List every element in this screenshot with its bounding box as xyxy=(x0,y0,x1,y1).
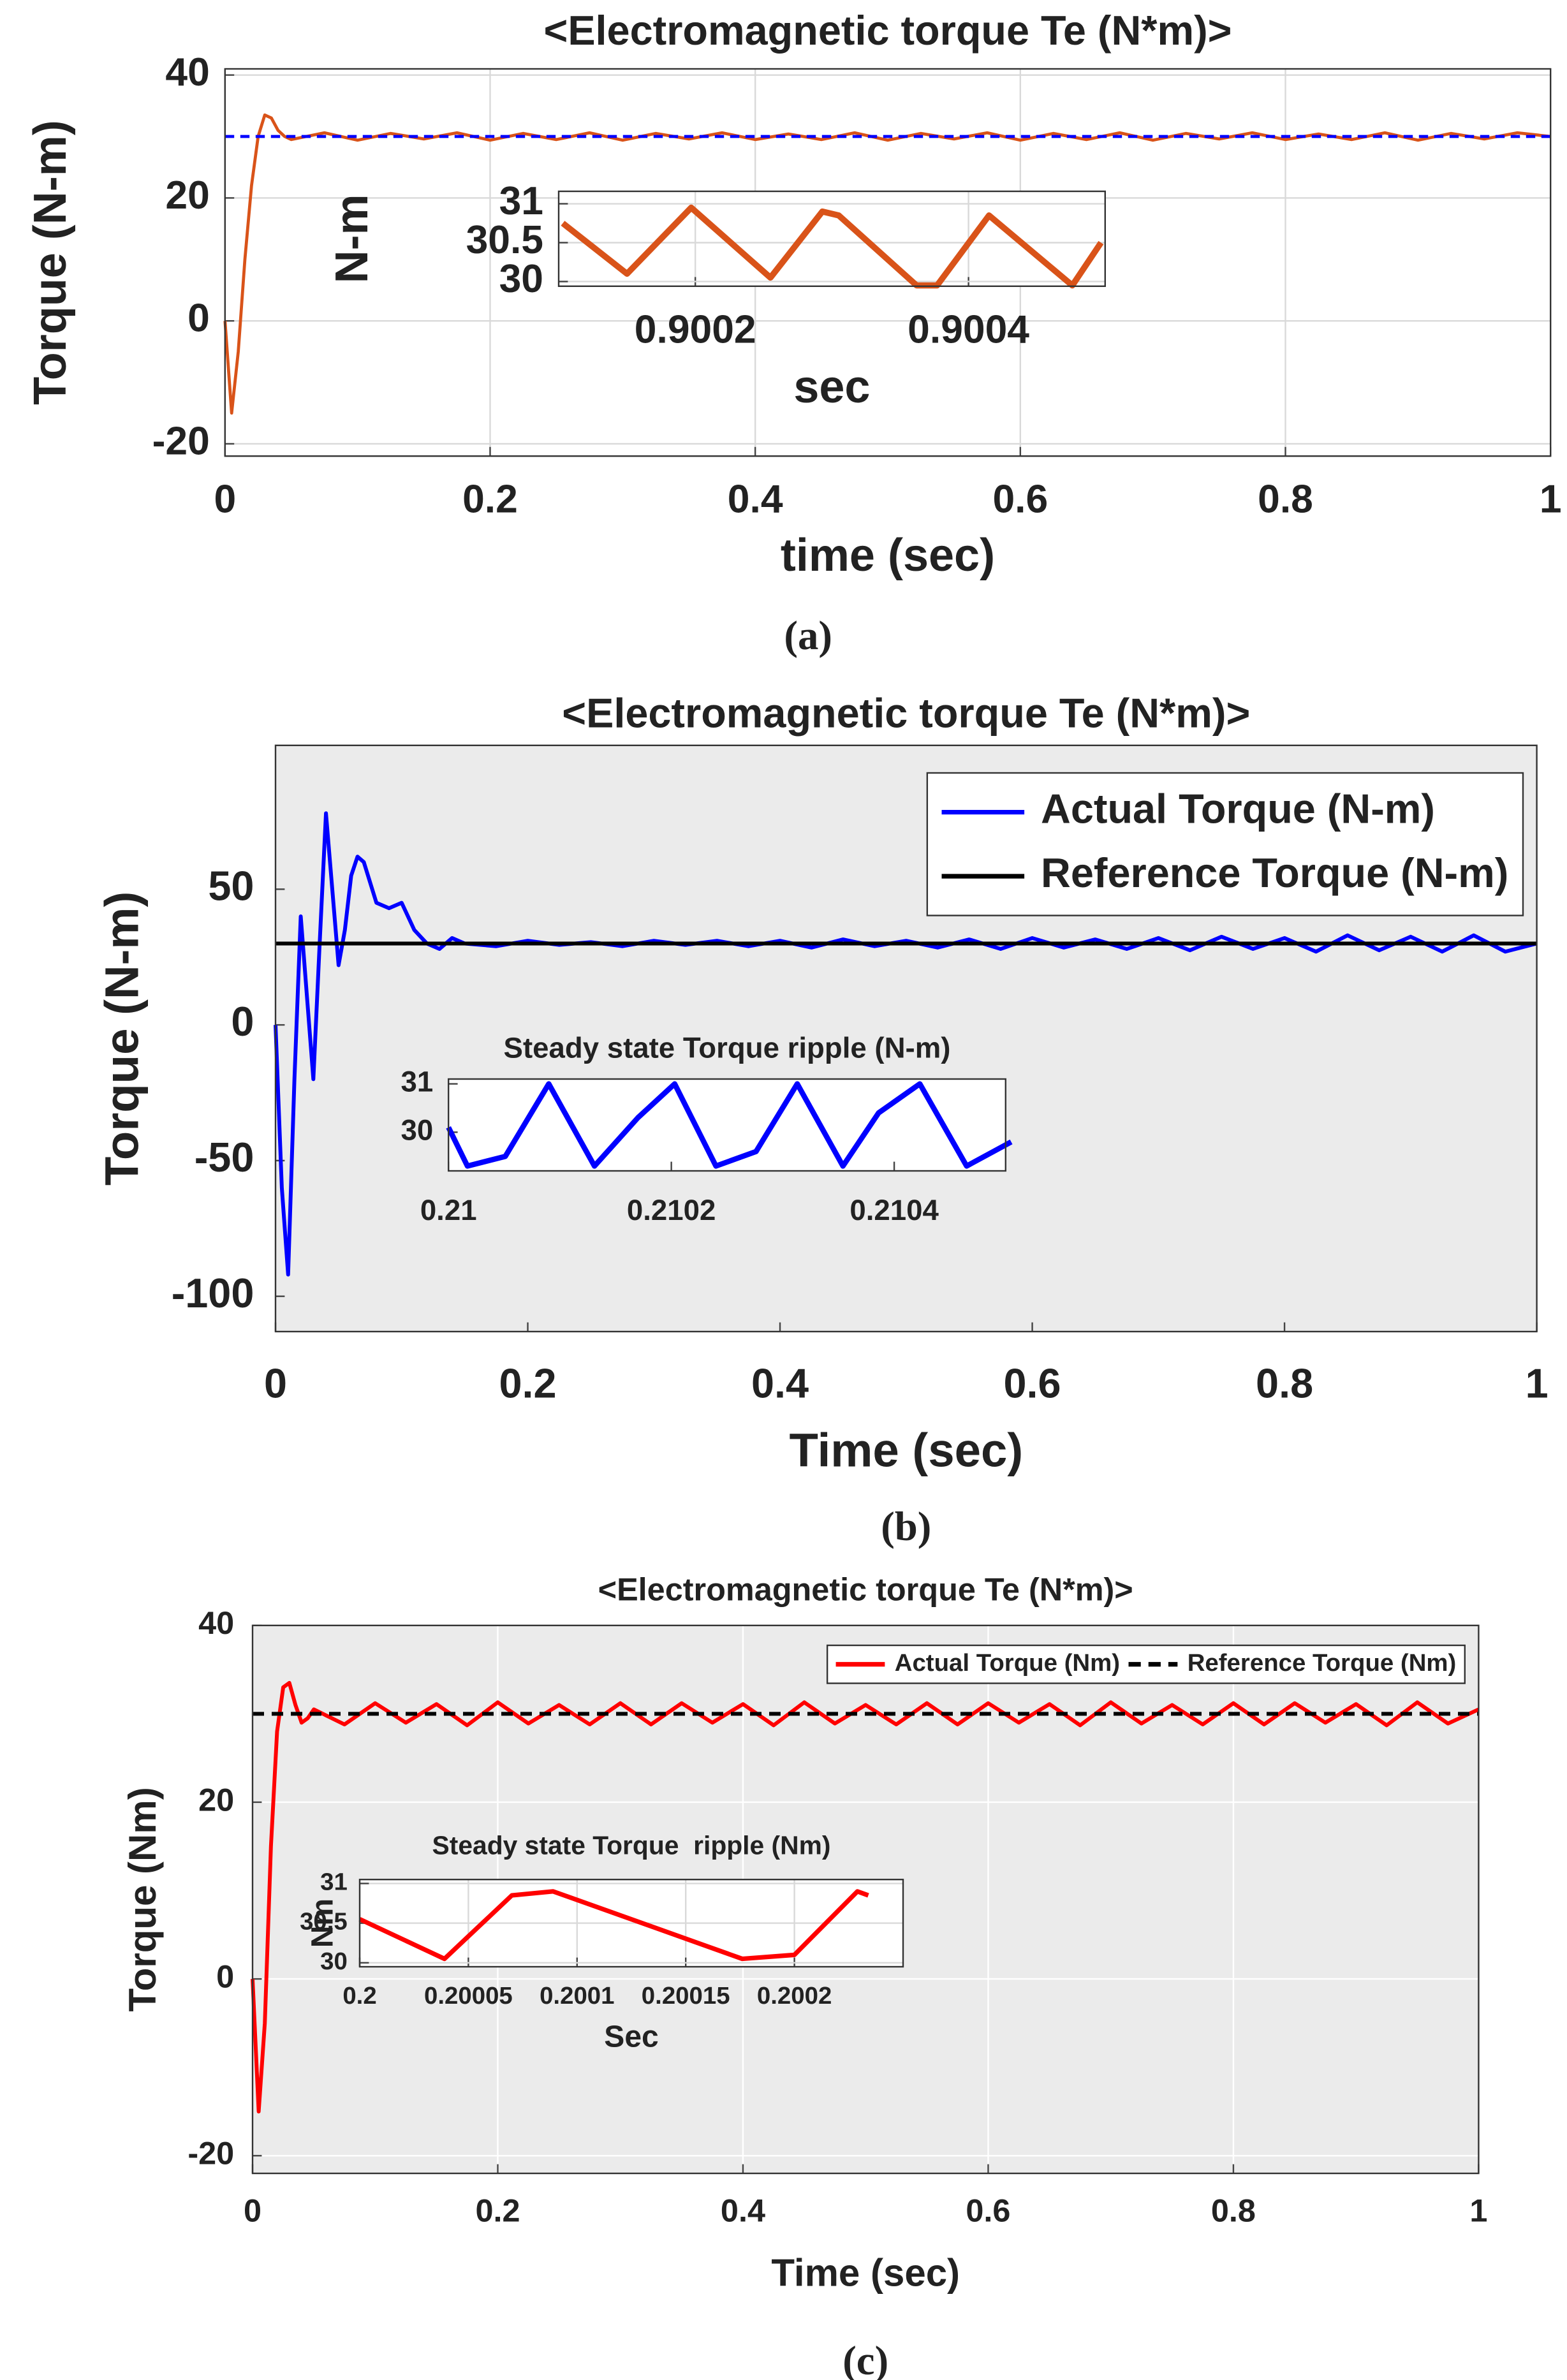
legend-label: Reference Torque (N-m) xyxy=(1041,849,1508,896)
x-tick-label: 0.4 xyxy=(728,478,783,522)
legend-label: Reference Torque (Nm) xyxy=(1188,1649,1457,1677)
x-axis-label: time (sec) xyxy=(781,530,995,581)
x-tick-label: 0.4 xyxy=(721,2193,765,2229)
y-tick-label: 30.5 xyxy=(466,218,543,262)
legend-box xyxy=(826,1644,1466,1684)
x-tick-label: 1 xyxy=(1526,1360,1549,1407)
x-tick-label: 0.8 xyxy=(1256,1360,1313,1407)
legend: Actual Torque (Nm) Reference Torque (Nm) xyxy=(826,1644,1466,1684)
data-line xyxy=(561,204,1104,289)
y-tick-label: 30 xyxy=(499,257,543,301)
x-tick-label: 0.2 xyxy=(475,2193,520,2229)
y-tick-label: -50 xyxy=(195,1134,254,1180)
axes-box xyxy=(358,1879,904,1968)
x-axis-label: Sec xyxy=(604,2020,658,2053)
y-axis-label: Torque (N-m) xyxy=(25,120,76,405)
y-tick-label: 0 xyxy=(188,297,210,341)
legend-box xyxy=(926,772,1524,916)
data-line xyxy=(223,113,1551,415)
y-tick-label: 31 xyxy=(499,179,543,223)
chart-title: <Electromagnetic torque Te (N*m)> xyxy=(543,7,1232,54)
data-line xyxy=(251,1680,1480,2113)
legend: Actual Torque (N-m) Reference Torque (N-m… xyxy=(926,772,1524,916)
x-axis-label: sec xyxy=(793,362,870,413)
y-tick-label: -20 xyxy=(188,2135,234,2171)
y-tick-label: 30 xyxy=(320,1948,348,1975)
axes-box xyxy=(224,68,1552,457)
y-axis-label: Torque (N-m) xyxy=(95,892,148,1186)
x-tick-label: 0.9004 xyxy=(908,307,1029,351)
y-tick-label: 31 xyxy=(401,1066,433,1098)
chart-title: Steady state Torque ripple (N-m) xyxy=(504,1031,951,1064)
x-tick-label: 0.2104 xyxy=(850,1194,939,1226)
chart-title: <Electromagnetic torque Te (N*m)> xyxy=(598,1571,1133,1607)
x-tick-label: 1 xyxy=(1540,478,1562,522)
caption: (c) xyxy=(842,2338,888,2380)
x-tick-label: 0.2 xyxy=(499,1360,556,1407)
axes-box xyxy=(448,1078,1006,1172)
x-tick-label: 0.6 xyxy=(966,2193,1010,2229)
y-tick-label: 20 xyxy=(198,1781,234,1818)
x-tick-label: 0.6 xyxy=(992,478,1048,522)
y-tick-label: 30 xyxy=(401,1113,433,1146)
x-tick-label: 0.2 xyxy=(342,1982,376,2009)
data-line xyxy=(446,1081,1013,1169)
x-tick-label: 0 xyxy=(264,1360,287,1407)
y-tick-label: 50 xyxy=(208,862,254,909)
x-tick-label: 0.2001 xyxy=(540,1982,614,2009)
y-tick-label: 0 xyxy=(216,1958,234,1994)
y-tick-label: 20 xyxy=(165,173,209,217)
x-tick-label: 0.2 xyxy=(462,478,518,522)
axes-box xyxy=(251,1624,1480,2175)
x-tick-label: 0.4 xyxy=(751,1360,809,1407)
x-axis-label: Time (sec) xyxy=(771,2252,960,2295)
x-tick-label: 0.20015 xyxy=(642,1982,730,2009)
chart-title: <Electromagnetic torque Te (N*m)> xyxy=(562,689,1250,736)
y-tick-label: 0 xyxy=(231,998,254,1045)
y-tick-label: 40 xyxy=(198,1605,234,1641)
caption: (b) xyxy=(881,1504,931,1550)
x-tick-label: 0.8 xyxy=(1258,478,1313,522)
chart-title: Steady state Torque ripple (Nm) xyxy=(432,1831,831,1860)
axes-box xyxy=(557,190,1106,287)
x-tick-label: 0.2102 xyxy=(627,1194,716,1226)
y-tick-label: -20 xyxy=(152,419,210,463)
plot-area xyxy=(559,191,1105,286)
legend-label: Actual Torque (Nm) xyxy=(895,1649,1120,1677)
x-axis-label: Time (sec) xyxy=(789,1424,1023,1477)
y-tick-label: 40 xyxy=(165,50,209,94)
legend-label: Actual Torque (N-m) xyxy=(1041,786,1435,832)
x-tick-label: 0.21 xyxy=(420,1194,477,1226)
x-tick-label: 0 xyxy=(244,2193,261,2229)
caption: (a) xyxy=(784,613,832,659)
axes-box xyxy=(274,744,1538,1333)
y-tick-label: 31 xyxy=(320,1869,348,1896)
x-tick-label: 0.8 xyxy=(1211,2193,1256,2229)
x-tick-label: 1 xyxy=(1469,2193,1487,2229)
y-tick-label: -100 xyxy=(172,1270,254,1316)
x-tick-label: 0 xyxy=(214,478,236,522)
y-axis-label: Nm xyxy=(305,1899,339,1948)
y-tick-label: 30.5 xyxy=(300,1908,348,1936)
x-tick-label: 0.9002 xyxy=(635,307,756,351)
data-line xyxy=(358,1889,869,1962)
x-tick-label: 0.6 xyxy=(1004,1360,1061,1407)
y-axis-label: N-m xyxy=(327,194,378,283)
x-tick-label: 0.2002 xyxy=(757,1982,832,2009)
x-tick-label: 0.20005 xyxy=(424,1982,513,2009)
y-axis-label: Torque (Nm) xyxy=(121,1787,164,2011)
